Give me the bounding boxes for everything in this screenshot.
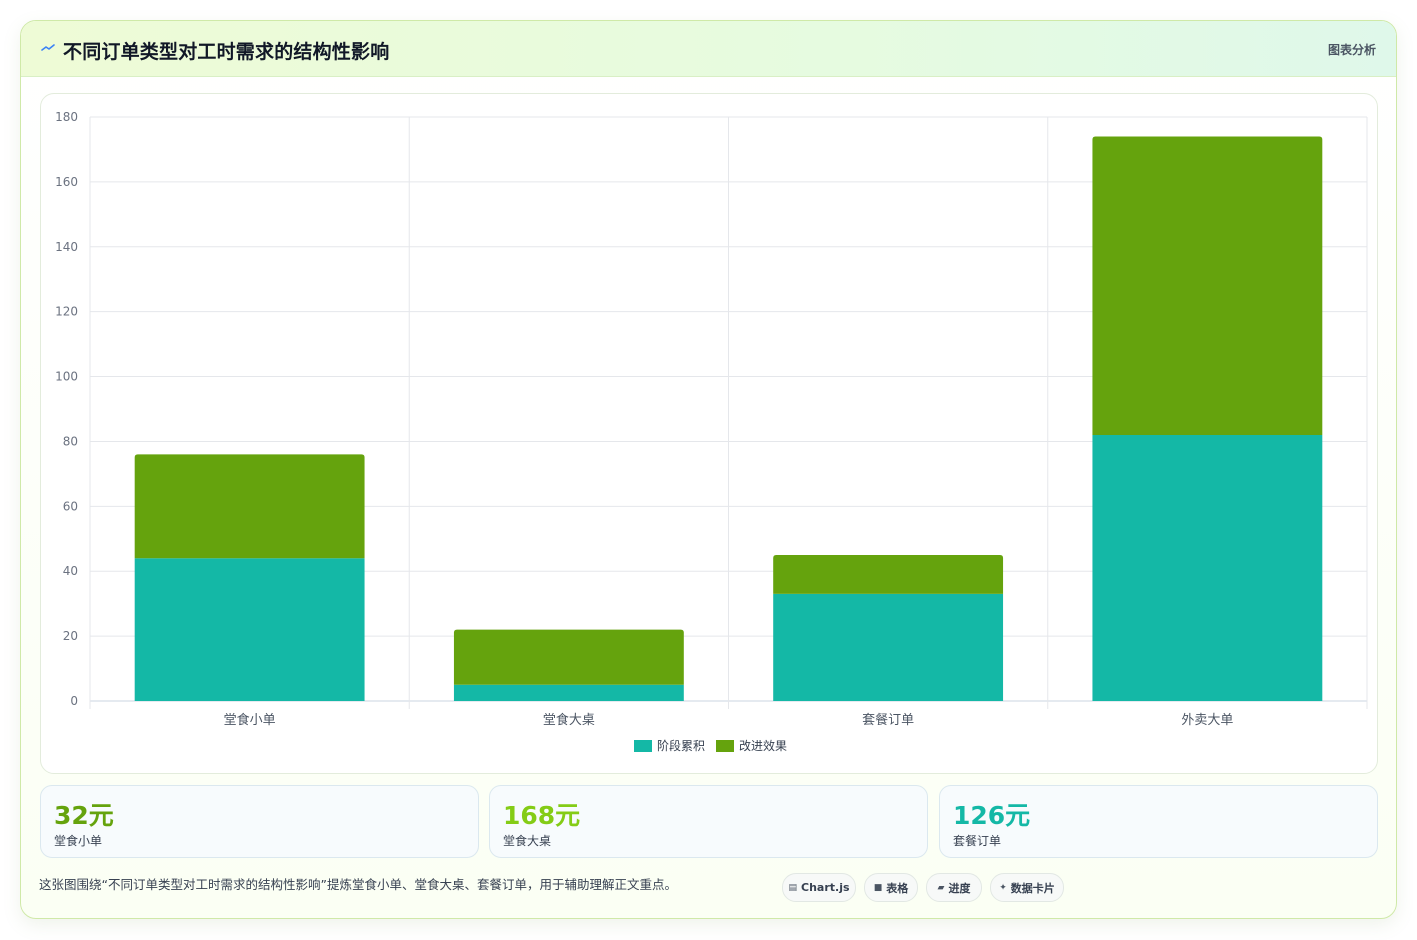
legend-swatch [634,740,652,752]
y-tick-label: 60 [63,499,78,513]
card-header: 不同订单类型对工时需求的结构性影响 图表分析 [21,21,1396,77]
x-tick-label: 外卖大单 [1181,713,1233,728]
stat-card-3: 126元 套餐订单 [939,785,1378,858]
bar-segment [1092,434,1323,701]
y-tick-label: 0 [70,694,78,708]
y-tick-label: 160 [55,175,78,189]
y-tick-label: 100 [55,370,78,384]
bar-segment [134,454,365,559]
stat-value: 32元 [54,801,114,830]
bar-segment [773,555,1004,594]
legend-swatch [716,740,734,752]
table-icon: ■ [873,882,883,893]
chart-area: 0 20 40 60 80 100 120 140 160 180 堂食小单 堂食大桌 套餐订单 外卖大单… [40,93,1378,774]
pill-chartjs[interactable]: ▤ Chart.js [782,873,856,902]
sparkline-icon [41,44,55,51]
bar-segment [1092,136,1323,435]
y-tick-label: 80 [63,434,78,448]
chart-icon: ▤ [788,882,797,893]
pill-label: 数据卡片 [1010,881,1055,895]
stacked-bar-chart: 0 20 40 60 80 100 120 140 160 180 堂食小单 堂食大桌 套餐订单 外卖大单… [55,110,1368,753]
pill-table[interactable]: ■ 表格 [864,873,918,902]
bar-segment [134,558,365,701]
pill-data-card[interactable]: ✦ 数据卡片 [990,873,1064,902]
stat-value: 168元 [503,801,581,830]
stat-label: 堂食小单 [54,834,103,848]
stat-card-2: 168元 堂食大桌 [489,785,928,858]
x-tick-label: 堂食小单 [224,712,276,728]
chart-card: 不同订单类型对工时需求的结构性影响 图表分析 0 20 40 60 80 100 120 14… [20,20,1397,919]
x-tick-label: 堂食大桌 [543,712,595,728]
pill-label: 表格 [886,881,909,895]
y-tick-label: 180 [55,110,78,124]
y-tick-label: 40 [63,564,78,578]
bar-segment [773,593,1004,701]
chart-caption: 这张图围绕“不同订单类型对工时需求的结构性影响”提炼堂食小单、堂食大桌、套餐订单… [39,877,677,892]
legend-label: 阶段累积 [657,738,705,753]
header-tag: 图表分析 [1327,43,1376,57]
pill-label: 进度 [948,881,971,895]
card-icon: ✦ [999,882,1007,893]
pill-label: Chart.js [801,881,850,894]
y-tick-label: 140 [55,240,78,254]
legend-label: 改进效果 [739,738,787,753]
stat-card-1: 32元 堂食小单 [40,785,479,858]
bar-segment [453,629,684,685]
stat-label: 套餐订单 [953,834,1002,848]
progress-icon: ▰ [937,882,945,893]
pill-progress[interactable]: ▰ 进度 [926,873,982,902]
chart-title: 不同订单类型对工时需求的结构性影响 [63,41,390,63]
y-tick-label: 120 [55,305,78,319]
bar-segment [453,684,684,701]
stat-label: 堂食大桌 [503,834,552,848]
x-tick-label: 套餐订单 [862,712,914,728]
stat-value: 126元 [953,801,1031,830]
y-tick-label: 20 [63,629,78,643]
